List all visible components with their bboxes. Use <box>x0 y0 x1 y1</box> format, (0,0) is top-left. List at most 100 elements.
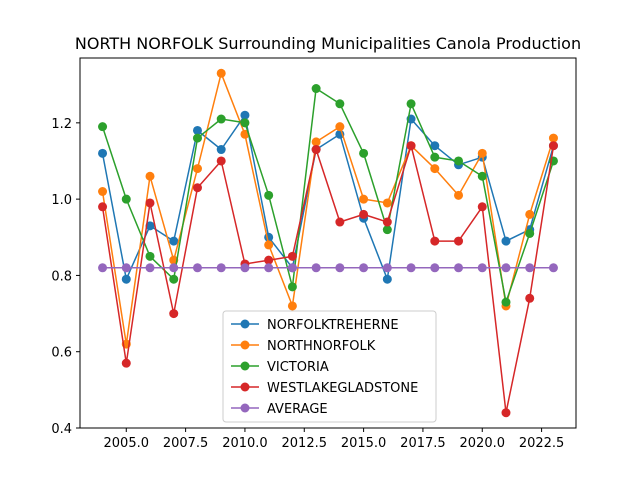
legend-marker-northnorfolk <box>240 340 250 350</box>
data-point-victoria <box>335 99 345 109</box>
y-tick-label: 1.0 <box>51 193 72 208</box>
chart-title: NORTH NORFOLK Surrounding Municipalities… <box>75 34 581 53</box>
y-axis: 0.4 0.6 0.8 1.0 1.2 <box>51 117 80 437</box>
data-point-average <box>240 263 250 273</box>
data-point-average <box>192 263 202 273</box>
data-point-westlakegladstone <box>477 202 487 212</box>
plot-frame <box>79 57 577 429</box>
data-point-average <box>382 263 392 273</box>
data-point-victoria <box>311 84 321 94</box>
data-point-average <box>287 263 297 273</box>
data-point-average <box>264 263 274 273</box>
data-point-victoria <box>216 114 226 124</box>
data-point-westlakegladstone <box>169 309 179 319</box>
data-point-norfolktreherne <box>501 236 511 246</box>
data-point-victoria <box>264 190 274 200</box>
data-point-average <box>216 263 226 273</box>
x-axis: 2005.0 2007.5 2010.0 2012.5 2015.0 2017.5 2020… <box>104 428 565 451</box>
data-point-average <box>359 263 369 273</box>
legend-box <box>222 310 437 423</box>
data-point-average <box>548 263 558 273</box>
data-point-victoria <box>287 282 297 292</box>
legend-marker-norfolktreherne <box>240 319 250 329</box>
y-tick-label: 0.8 <box>51 269 72 284</box>
data-point-northnorfolk <box>192 164 202 174</box>
data-point-northnorfolk <box>525 209 535 219</box>
x-tick-label: 2015.0 <box>341 436 387 451</box>
legend-label-northnorfolk: NORTHNORFOLK <box>267 339 376 354</box>
x-tick-label: 2007.5 <box>163 436 209 451</box>
y-tick-label: 1.2 <box>51 117 72 132</box>
data-point-victoria <box>121 194 131 204</box>
data-point-westlakegladstone <box>525 293 535 303</box>
data-point-average <box>145 263 155 273</box>
y-tick-label: 0.4 <box>51 422 72 437</box>
series-line-westlakegladstone <box>101 144 555 414</box>
data-point-victoria <box>430 152 440 162</box>
series-line-victoria <box>101 87 555 303</box>
data-point-norfolktreherne <box>216 145 226 155</box>
data-point-westlakegladstone <box>287 251 297 261</box>
data-point-average <box>477 263 487 273</box>
data-point-norfolktreherne <box>145 221 155 231</box>
legend-label-norfolktreherne: NORFOLKTREHERNE <box>267 318 399 333</box>
data-point-northnorfolk <box>264 240 274 250</box>
data-point-northnorfolk <box>311 137 321 147</box>
data-point-northnorfolk <box>145 171 155 181</box>
data-point-average <box>525 263 535 273</box>
x-tick-label: 2020.0 <box>460 436 506 451</box>
x-tick-label: 2005.0 <box>104 436 150 451</box>
data-point-northnorfolk <box>454 190 464 200</box>
data-point-victoria <box>192 133 202 143</box>
x-tick-label: 2017.5 <box>400 436 446 451</box>
data-point-northnorfolk <box>287 301 297 311</box>
data-point-westlakegladstone <box>359 209 369 219</box>
data-point-norfolktreherne <box>192 125 202 135</box>
data-point-victoria <box>525 228 535 238</box>
data-point-victoria <box>454 156 464 166</box>
data-point-average <box>501 263 511 273</box>
data-point-westlakegladstone <box>548 141 558 151</box>
y-tick-label: 0.6 <box>51 346 72 361</box>
data-point-westlakegladstone <box>430 236 440 246</box>
data-point-northnorfolk <box>382 198 392 208</box>
data-point-westlakegladstone <box>311 145 321 155</box>
series-line-northnorfolk <box>101 72 555 345</box>
data-point-victoria <box>406 99 416 109</box>
data-point-average <box>121 263 131 273</box>
x-tick-label: 2022.5 <box>519 436 565 451</box>
data-point-northnorfolk <box>359 194 369 204</box>
data-point-westlakegladstone <box>406 141 416 151</box>
x-tick-label: 2012.5 <box>282 436 328 451</box>
data-point-average <box>454 263 464 273</box>
data-point-westlakegladstone <box>335 217 345 227</box>
legend-marker-average <box>240 403 250 413</box>
data-point-norfolktreherne <box>240 110 250 120</box>
data-point-norfolktreherne <box>382 274 392 284</box>
data-point-westlakegladstone <box>145 198 155 208</box>
legend-marker-westlakegladstone <box>240 382 250 392</box>
data-point-average <box>430 263 440 273</box>
data-point-average <box>98 263 108 273</box>
legend: NORFOLKTREHERNE NORTHNORFOLK VICTORIA WESTL… <box>222 310 437 423</box>
data-point-northnorfolk <box>216 68 226 78</box>
data-point-average <box>406 263 416 273</box>
legend-label-westlakegladstone: WESTLAKEGLADSTONE <box>267 381 418 396</box>
data-point-victoria <box>477 171 487 181</box>
data-point-norfolktreherne <box>430 141 440 151</box>
data-point-westlakegladstone <box>192 183 202 193</box>
data-point-northnorfolk <box>335 122 345 132</box>
data-point-norfolktreherne <box>169 236 179 246</box>
data-point-northnorfolk <box>98 187 108 197</box>
data-point-average <box>169 263 179 273</box>
data-point-victoria <box>98 122 108 132</box>
data-point-victoria <box>359 148 369 158</box>
data-point-northnorfolk <box>548 133 558 143</box>
data-point-average <box>335 263 345 273</box>
data-point-northnorfolk <box>430 164 440 174</box>
data-point-westlakegladstone <box>98 202 108 212</box>
data-point-victoria <box>240 118 250 128</box>
data-point-victoria <box>382 225 392 235</box>
x-tick-label: 2010.0 <box>222 436 268 451</box>
